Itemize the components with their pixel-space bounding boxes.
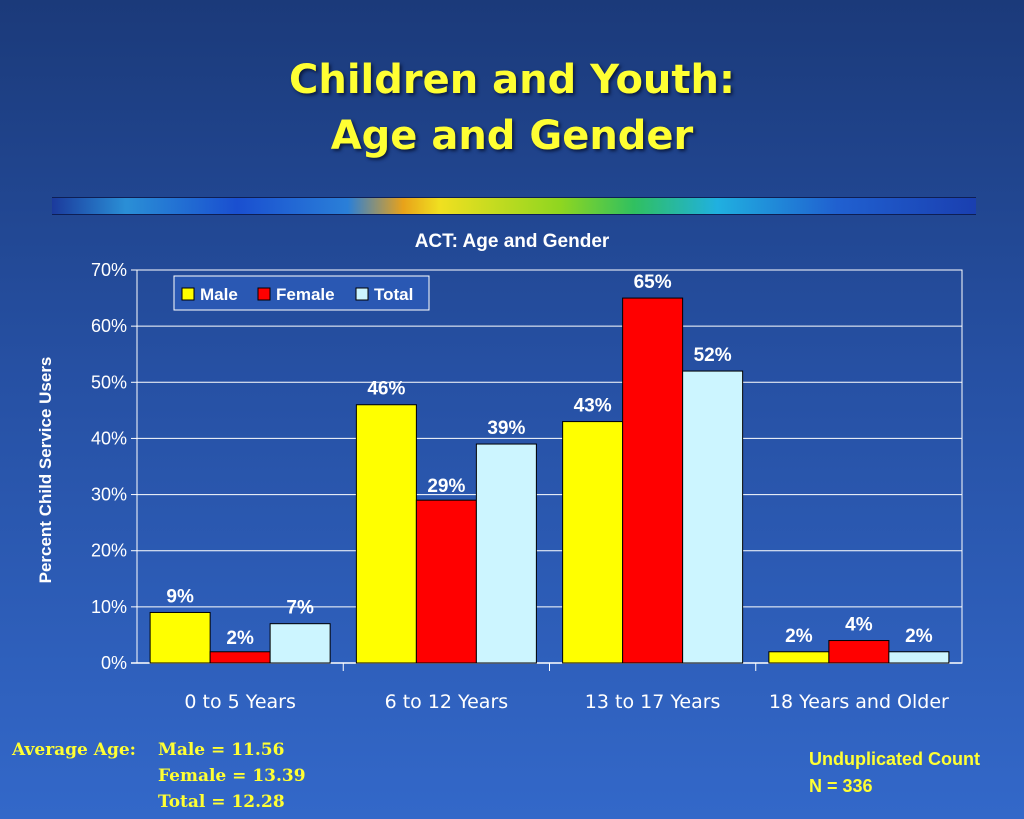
y-tick-label: 10%: [91, 597, 127, 617]
plot-area: [136, 269, 963, 664]
data-label: 2%: [226, 628, 254, 649]
legend-label-male: Male: [200, 285, 238, 304]
data-label: 46%: [367, 379, 405, 400]
data-label: 2%: [905, 626, 933, 647]
bar-female: [622, 297, 684, 664]
x-tick-label: 0 to 5 Years: [184, 691, 296, 713]
y-tick-label: 40%: [91, 428, 127, 448]
data-label: 7%: [286, 598, 314, 619]
average-age-male: Male = 11.56: [158, 740, 285, 760]
y-tick-label: 70%: [91, 260, 127, 280]
legend-label-total: Total: [374, 285, 413, 304]
bar-total: [888, 651, 950, 664]
data-label: 2%: [785, 626, 813, 647]
y-axis-label: Percent Child Service Users: [36, 357, 55, 584]
legend-swatch-total: [355, 287, 369, 301]
count-value: N = 336: [809, 776, 873, 796]
legend-box: [173, 275, 430, 311]
average-age-label: Average Age:: [12, 740, 136, 760]
bar-female: [828, 640, 890, 664]
y-tick-label: 50%: [91, 372, 127, 392]
average-age-female: Female = 13.39: [158, 766, 306, 786]
x-tick-label: 18 Years and Older: [769, 691, 949, 713]
count-label: Unduplicated Count: [809, 749, 980, 769]
bar-total: [682, 370, 744, 664]
data-label: 52%: [694, 345, 732, 366]
bar-total: [269, 623, 331, 664]
data-label: 29%: [427, 476, 465, 497]
x-tick-label: 6 to 12 Years: [385, 691, 509, 713]
legend-label-female: Female: [276, 285, 335, 304]
x-tick-label: 13 to 17 Years: [585, 691, 721, 713]
data-label: 43%: [574, 396, 612, 417]
y-tick-label: 30%: [91, 485, 127, 505]
bar-male: [149, 611, 211, 664]
chart-legend: Male Female Total: [173, 275, 430, 311]
bar-male: [768, 651, 830, 664]
data-label: 65%: [634, 272, 672, 293]
legend-swatch-female: [257, 287, 271, 301]
decorative-divider: [52, 197, 976, 215]
slide-title-line2: Age and Gender: [330, 113, 694, 159]
chart-title: ACT: Age and Gender: [415, 231, 610, 252]
average-age-total: Total = 12.28: [158, 792, 285, 812]
y-tick-label: 20%: [91, 541, 127, 561]
bar-male: [355, 404, 417, 664]
bar-female: [415, 499, 477, 664]
data-label: 39%: [487, 418, 525, 439]
bar-chart: ACT: Age and Gender Percent Child Servic…: [36, 231, 963, 713]
slide-title: Children and Youth: Age and Gender: [0, 52, 1024, 164]
bar-total: [475, 443, 537, 664]
bar-male: [562, 421, 624, 664]
data-label: 9%: [166, 586, 194, 607]
bar-female: [209, 651, 271, 664]
slide-title-line1: Children and Youth:: [288, 57, 735, 103]
y-tick-label: 60%: [91, 316, 127, 336]
legend-swatch-male: [181, 287, 195, 301]
y-tick-label: 0%: [101, 653, 127, 673]
data-label: 4%: [845, 615, 873, 636]
unduplicated-count: Unduplicated Count N = 336: [809, 746, 980, 800]
